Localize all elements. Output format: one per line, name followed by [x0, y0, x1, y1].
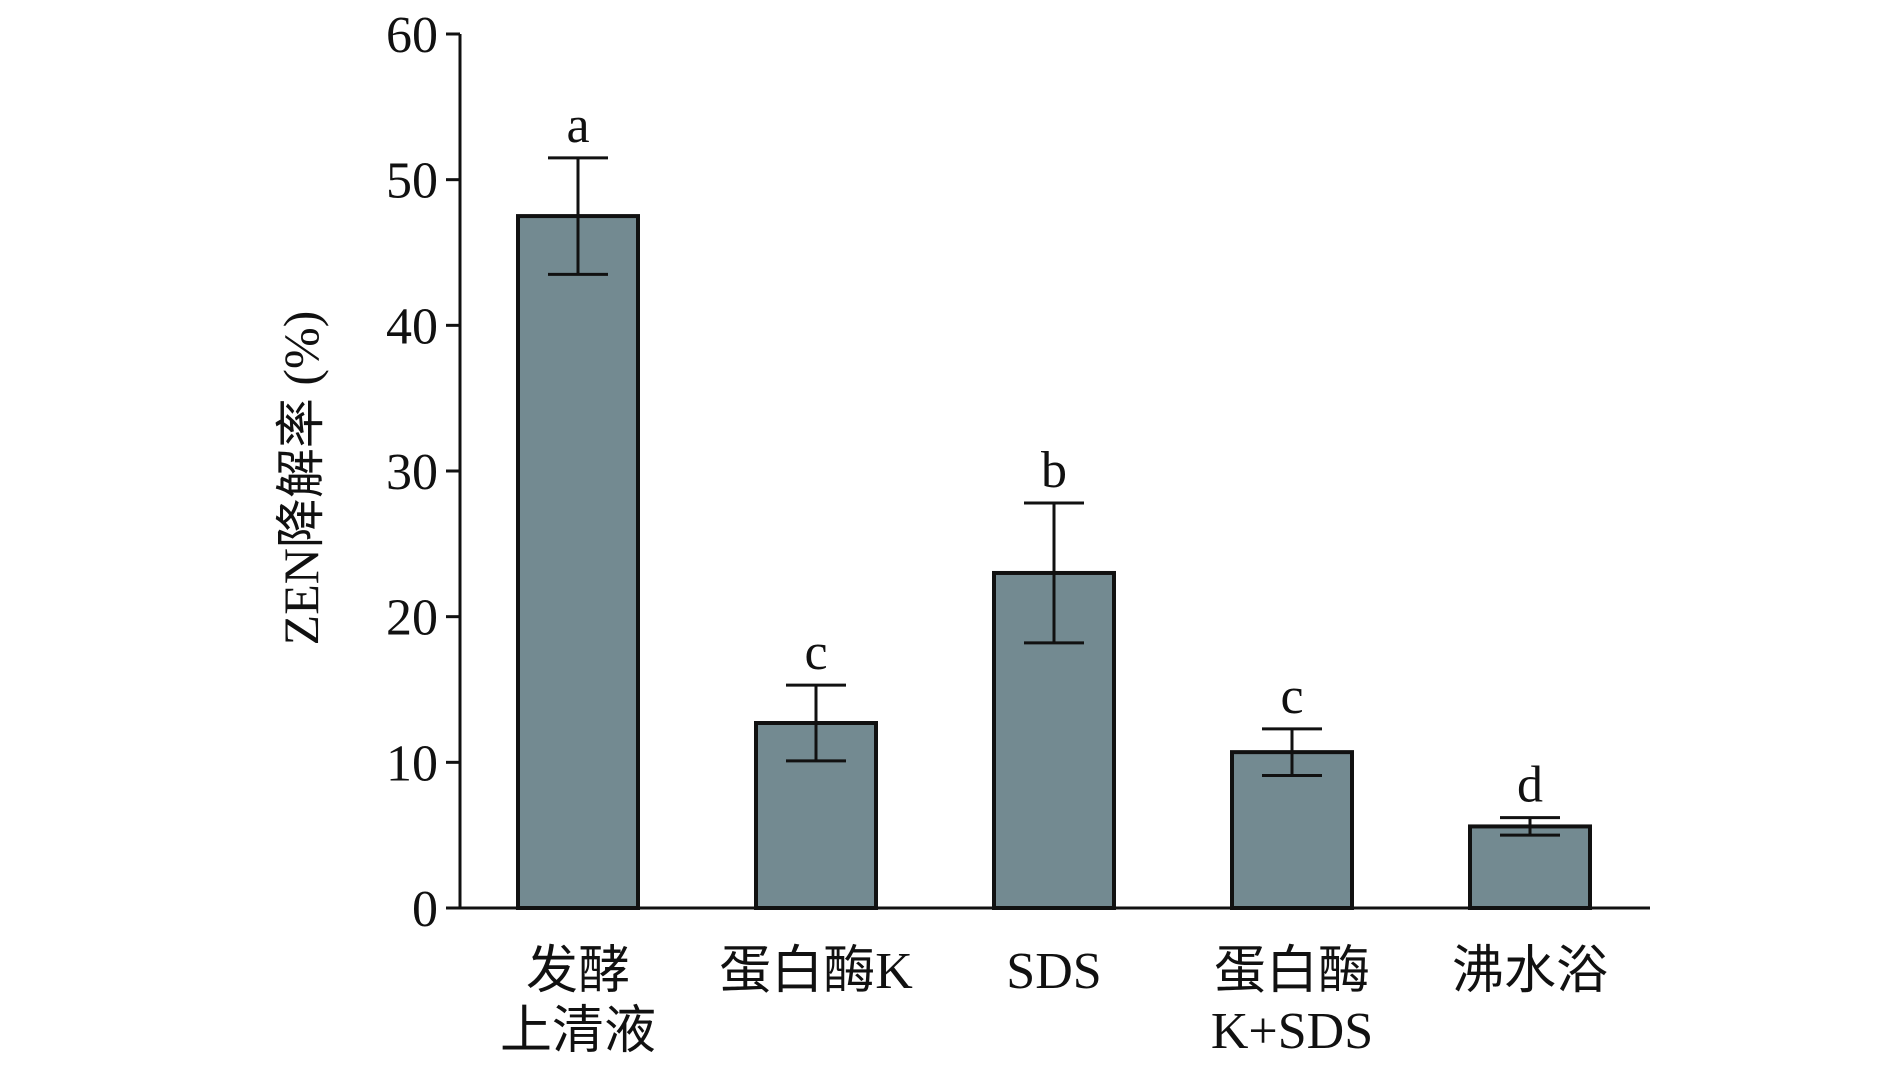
bar — [1468, 824, 1592, 911]
y-tick-label: 30 — [386, 444, 438, 501]
y-tick-label: 50 — [386, 153, 438, 210]
significance-letter: d — [1517, 757, 1543, 814]
y-tick-label: 0 — [412, 881, 438, 938]
x-tick-label: 蛋白酶 — [1214, 943, 1370, 1000]
x-tick-label: SDS — [1006, 943, 1101, 1000]
y-tick-label: 60 — [386, 7, 438, 64]
significance-letter: c — [804, 624, 827, 681]
x-tick-label: 上清液 — [500, 1003, 656, 1060]
error-bar — [548, 156, 608, 276]
bar — [1230, 750, 1354, 910]
bar — [516, 214, 640, 911]
y-axis-title: ZEN降解率 (%) — [273, 311, 329, 646]
x-tick-label: 蛋白酶K — [719, 943, 913, 1000]
x-tick-label: K+SDS — [1211, 1003, 1373, 1060]
y-tick-label: 20 — [386, 590, 438, 647]
error-bar — [1024, 501, 1084, 645]
x-tick-label: 沸水浴 — [1452, 943, 1608, 1000]
y-tick-label: 40 — [386, 298, 438, 355]
x-tick-label: 发酵 — [526, 943, 630, 1000]
significance-letter: b — [1041, 442, 1067, 499]
y-tick-label: 10 — [386, 735, 438, 792]
significance-letter: c — [1280, 668, 1303, 725]
error-bar — [1262, 727, 1322, 777]
significance-letter: a — [566, 97, 589, 154]
error-bar — [1500, 816, 1560, 837]
error-bar — [786, 683, 846, 763]
